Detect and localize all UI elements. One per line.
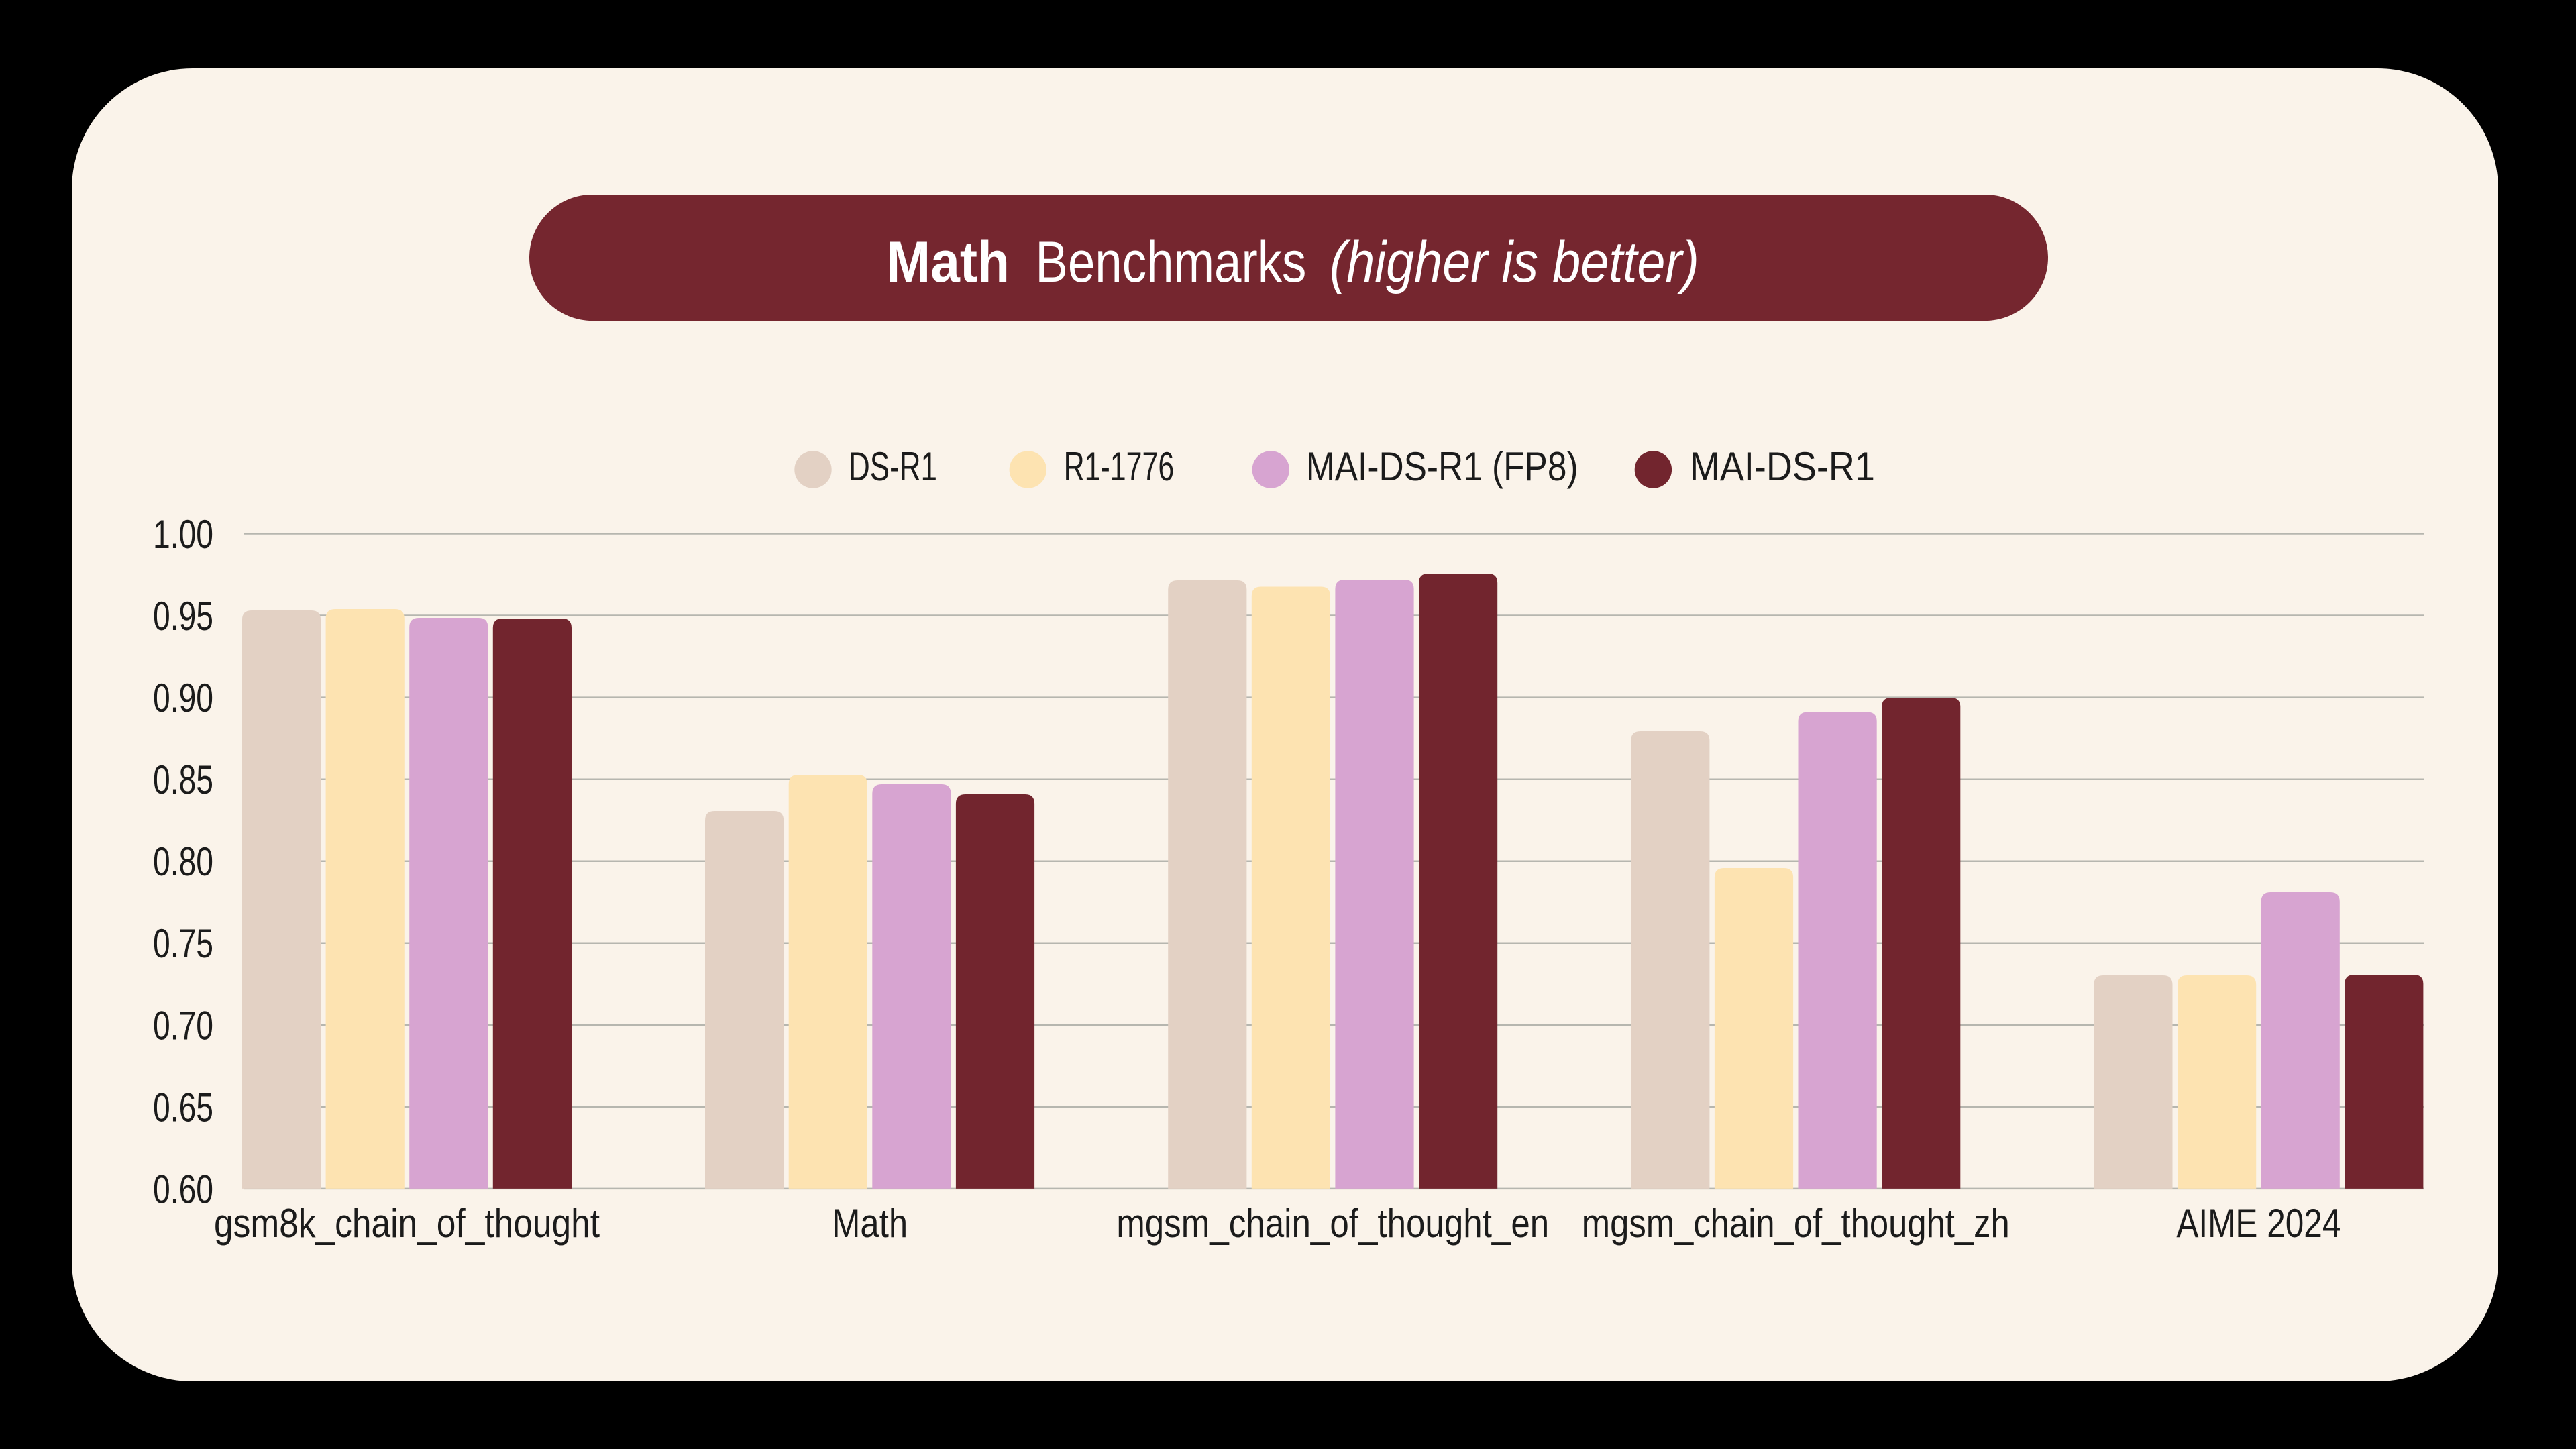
svg-text:0.85: 0.85 bbox=[153, 757, 213, 802]
svg-text:Math: Math bbox=[887, 230, 1010, 294]
svg-text:0.60: 0.60 bbox=[153, 1167, 213, 1212]
svg-text:DS-R1: DS-R1 bbox=[849, 444, 937, 489]
svg-text:R1-1776: R1-1776 bbox=[1064, 444, 1175, 489]
svg-text:1.00: 1.00 bbox=[153, 512, 213, 557]
svg-text:(higher is better): (higher is better) bbox=[1330, 230, 1699, 294]
svg-text:0.70: 0.70 bbox=[153, 1003, 213, 1048]
svg-text:MAI-DS-R1 (FP8): MAI-DS-R1 (FP8) bbox=[1306, 444, 1578, 489]
svg-text:0.75: 0.75 bbox=[153, 921, 213, 966]
svg-text:MAI-DS-R1: MAI-DS-R1 bbox=[1690, 444, 1875, 489]
svg-text:0.90: 0.90 bbox=[153, 676, 213, 720]
svg-text:AIME 2024: AIME 2024 bbox=[2176, 1201, 2341, 1246]
svg-text:mgsm_chain_of_thought_en: mgsm_chain_of_thought_en bbox=[1116, 1201, 1549, 1246]
svg-text:0.65: 0.65 bbox=[153, 1085, 213, 1130]
svg-text:gsm8k_chain_of_thought: gsm8k_chain_of_thought bbox=[214, 1201, 600, 1246]
svg-text:Benchmarks: Benchmarks bbox=[1035, 230, 1306, 294]
svg-text:mgsm_chain_of_thought_zh: mgsm_chain_of_thought_zh bbox=[1582, 1201, 2010, 1246]
svg-text:0.80: 0.80 bbox=[153, 839, 213, 884]
svg-text:Math: Math bbox=[832, 1201, 908, 1246]
svg-text:0.95: 0.95 bbox=[153, 594, 213, 639]
